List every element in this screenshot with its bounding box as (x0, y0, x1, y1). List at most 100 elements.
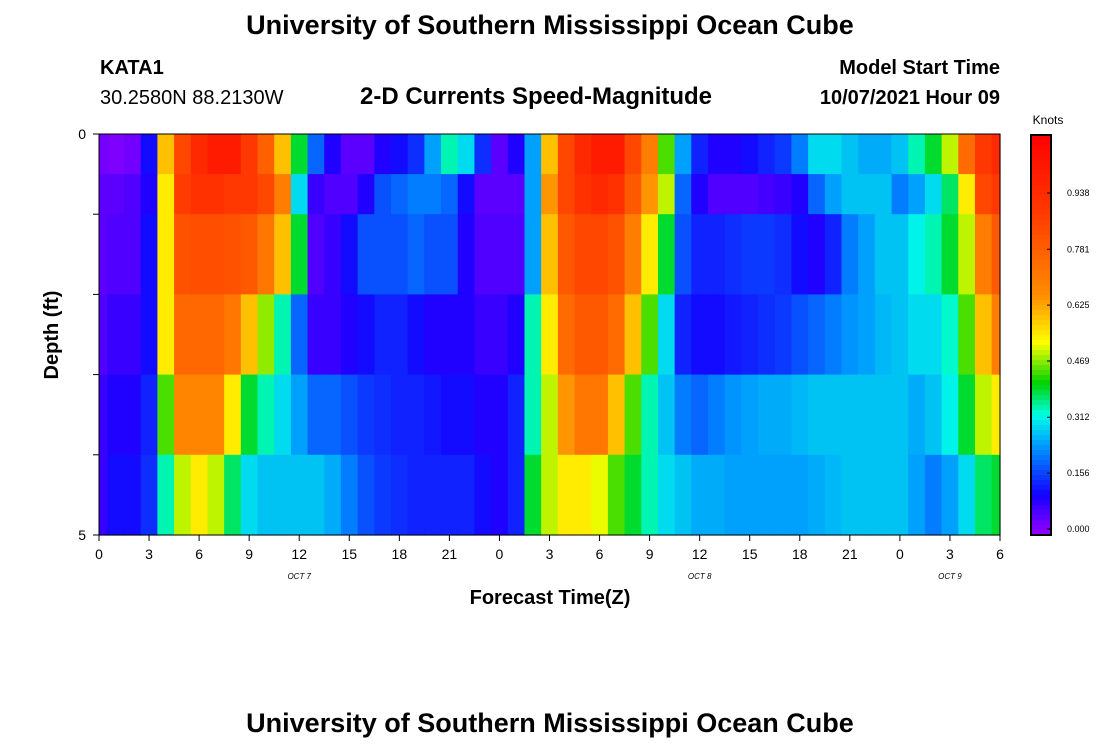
colorbar-swatch (1031, 135, 1051, 141)
colorbar-swatch (1031, 230, 1051, 236)
heatmap-cell (657, 294, 676, 376)
heatmap-cell (908, 454, 926, 536)
heatmap-cell (374, 214, 392, 295)
heatmap-cell (99, 134, 108, 175)
colorbar-tick-label: 0.625 (1067, 300, 1090, 310)
heatmap-cell (958, 374, 976, 456)
heatmap-cell (774, 294, 793, 376)
heatmap-cell (791, 374, 809, 456)
heatmap-cell (324, 294, 342, 376)
heatmap-cell (174, 134, 192, 175)
heatmap-cell (190, 134, 209, 175)
colorbar-tick-label: 0.156 (1067, 468, 1090, 478)
heatmap-cell (908, 214, 926, 295)
heatmap-cell (974, 174, 993, 215)
heatmap-cell (574, 214, 592, 295)
heatmap-cell (557, 374, 576, 456)
heatmap-cell (607, 214, 626, 295)
heatmap-cell (541, 134, 559, 175)
colorbar-tick-label: 0.781 (1067, 244, 1090, 254)
heatmap-cell (774, 374, 793, 456)
heatmap-cell (708, 294, 726, 376)
colorbar-swatch (1031, 245, 1051, 251)
heatmap-cell (758, 174, 776, 215)
heatmap-cell (991, 174, 1001, 215)
heatmap-cell (941, 374, 959, 456)
heatmap-cell (207, 454, 225, 536)
heatmap-cell (841, 294, 859, 376)
x-tick-label: 15 (341, 546, 357, 562)
heatmap-cell (407, 374, 425, 456)
heatmap-cell (824, 374, 843, 456)
heatmap-cell (207, 134, 225, 175)
heatmap-cell (607, 374, 626, 456)
heatmap-cell (974, 214, 993, 295)
heatmap-cell (524, 294, 542, 376)
colorbar-swatch (1031, 475, 1051, 481)
heatmap-cell (924, 214, 943, 295)
heatmap-cell (891, 214, 909, 295)
colorbar-swatch (1031, 370, 1051, 376)
heatmap-cell (758, 134, 776, 175)
heatmap-cell (390, 214, 409, 295)
heatmap-cell (758, 294, 776, 376)
heatmap-cell (924, 454, 943, 536)
heatmap-cell (808, 294, 826, 376)
colorbar-swatch (1031, 185, 1051, 191)
heatmap-cell (157, 374, 175, 456)
heatmap-cell (174, 174, 192, 215)
heatmap-cell (140, 134, 158, 175)
heatmap-cell (140, 294, 158, 376)
heatmap-cell (708, 374, 726, 456)
heatmap-cell (140, 454, 158, 536)
heatmap-cell (808, 214, 826, 295)
x-tick-label: 21 (442, 546, 458, 562)
colorbar-swatch (1031, 240, 1051, 246)
colorbar-swatch (1031, 270, 1051, 276)
heatmap-cell (507, 214, 526, 295)
colorbar-swatch (1031, 190, 1051, 196)
heatmap-cell (741, 214, 759, 295)
heatmap-cell (340, 214, 359, 295)
heatmap-cell (708, 134, 726, 175)
heatmap-cell (908, 174, 926, 215)
colorbar-swatch (1031, 255, 1051, 261)
heatmap-cell (257, 454, 275, 536)
colorbar-swatch (1031, 425, 1051, 431)
colorbar-swatch (1031, 445, 1051, 451)
x-axis-label: Forecast Time(Z) (470, 587, 631, 609)
heatmap-cell (424, 374, 442, 456)
heatmap-cell (858, 374, 876, 456)
heatmap-cell (958, 134, 976, 175)
heatmap-cell (808, 174, 826, 215)
heatmap-cell (824, 174, 843, 215)
heatmap-cell (541, 294, 559, 376)
heatmap-cell (908, 294, 926, 376)
heatmap-cell (958, 294, 976, 376)
heatmap-cell (491, 454, 509, 536)
heatmap-cell (874, 454, 893, 536)
x-tick-label: 9 (245, 546, 253, 562)
heatmap-cell (257, 294, 275, 376)
heatmap-cell (340, 454, 359, 536)
heatmap-cell (624, 214, 642, 295)
heatmap-cell (808, 374, 826, 456)
heatmap-cell (641, 214, 659, 295)
heatmap-cell (574, 134, 592, 175)
heatmap-cell (574, 294, 592, 376)
heatmap-cell (441, 134, 459, 175)
heatmap-cell (524, 214, 542, 295)
heatmap-cell (574, 374, 592, 456)
heatmap-cell (441, 294, 459, 376)
heatmap-cell (174, 214, 192, 295)
colorbar-swatch (1031, 180, 1051, 186)
heatmap-cell (874, 214, 893, 295)
x-tick-label: 18 (392, 546, 408, 562)
heatmap-cell (791, 454, 809, 536)
heatmap-cell (307, 214, 325, 295)
heatmap-cell (591, 454, 609, 536)
heatmap-cell (157, 294, 175, 376)
heatmap-cell (240, 214, 259, 295)
heatmap-cell (624, 454, 642, 536)
heatmap-cell (257, 174, 275, 215)
